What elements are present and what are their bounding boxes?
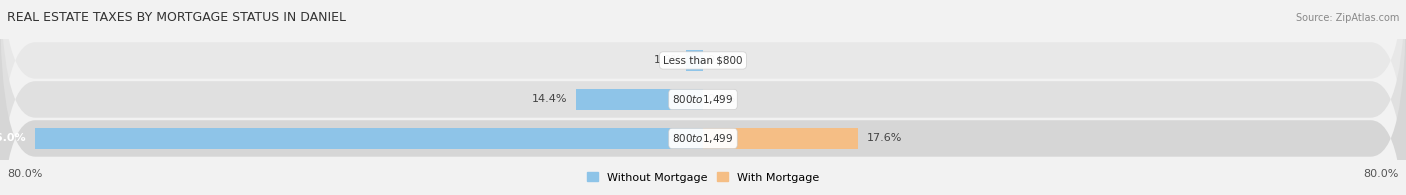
- Text: 17.6%: 17.6%: [866, 133, 901, 144]
- Bar: [703, 128, 858, 149]
- Text: 1.9%: 1.9%: [654, 55, 682, 66]
- Text: Less than $800: Less than $800: [664, 55, 742, 66]
- Text: 14.4%: 14.4%: [533, 94, 568, 105]
- Text: Source: ZipAtlas.com: Source: ZipAtlas.com: [1295, 12, 1399, 23]
- Text: REAL ESTATE TAXES BY MORTGAGE STATUS IN DANIEL: REAL ESTATE TAXES BY MORTGAGE STATUS IN …: [7, 11, 346, 24]
- Text: 0.0%: 0.0%: [707, 55, 735, 66]
- Text: 0.0%: 0.0%: [707, 94, 735, 105]
- Text: $800 to $1,499: $800 to $1,499: [672, 132, 734, 145]
- Text: 80.0%: 80.0%: [7, 169, 42, 179]
- Text: 76.0%: 76.0%: [0, 133, 27, 144]
- Legend: Without Mortgage, With Mortgage: Without Mortgage, With Mortgage: [588, 172, 818, 183]
- Bar: [576, 89, 703, 110]
- Bar: [35, 128, 703, 149]
- Bar: [686, 50, 703, 71]
- Text: 80.0%: 80.0%: [1364, 169, 1399, 179]
- Text: $800 to $1,499: $800 to $1,499: [672, 93, 734, 106]
